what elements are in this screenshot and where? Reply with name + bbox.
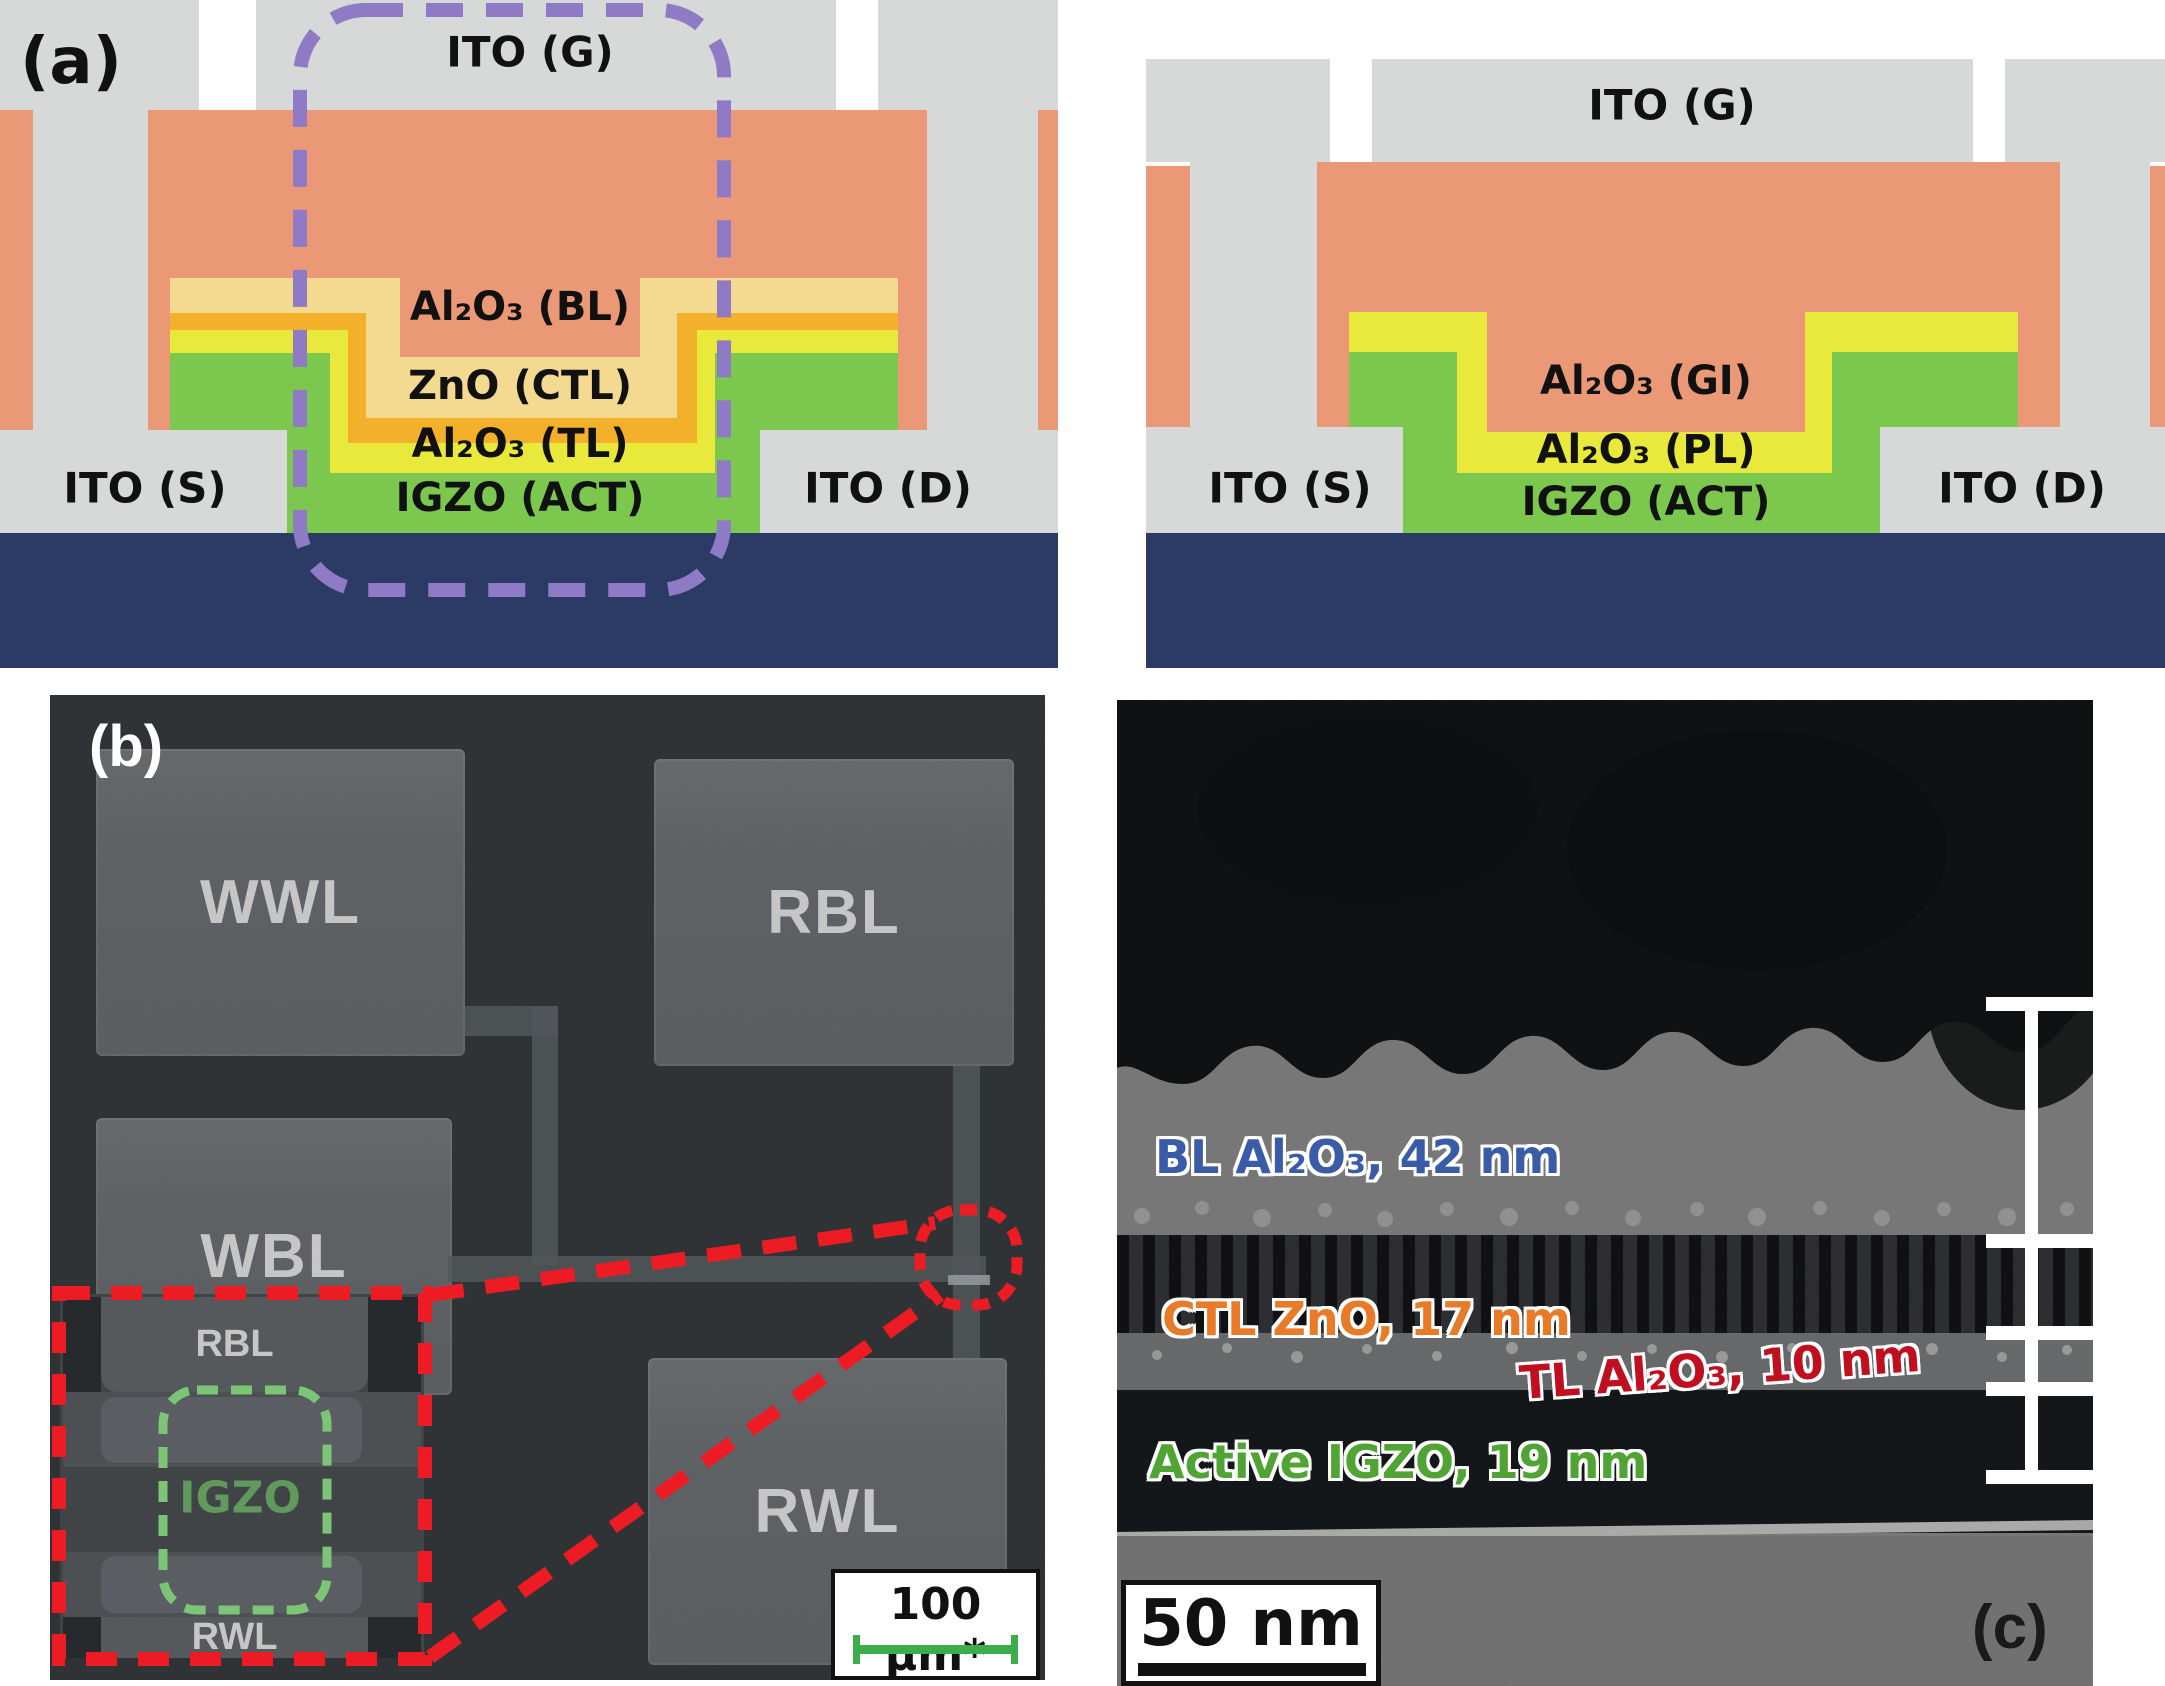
ito-drain-via [927,103,1038,430]
right-drain-label: ITO (D) [1938,463,2106,513]
ito-gate-block-right [878,0,1058,110]
right-act-label: IGZO (ACT) [1521,479,1771,525]
cell-location-outline [914,1204,1023,1311]
tem-bl-label: BL Al₂O₃, 42 nm [1155,1130,1561,1184]
ito-gate-block-right [2005,59,2165,162]
inset-outline [52,1286,432,1666]
igzo-outline [158,1385,332,1615]
ito-drain-plane [760,430,1058,533]
panel-a: (a) ITO (G) Al₂O₃ (BL) ZnO (CTL) Al₂O₃ (… [0,0,2165,695]
panel-b-label: (b) [89,714,164,779]
ito-source-plane [0,430,287,533]
right-pl-label: Al₂O₃ (PL) [1536,427,1756,473]
ito-source-via [1190,160,1317,427]
sem-grain [50,695,1045,1680]
left-tl-label: Al₂O₃ (TL) [411,421,629,467]
ito-drain-plane [1880,427,2165,533]
right-source-label: ITO (S) [1208,463,1372,513]
al2o3-gi-trench [1487,312,1805,432]
tem-scalebar-text: 50 nm [1139,1587,1363,1661]
left-act-label: IGZO (ACT) [395,475,645,521]
bracket-tick-igzo [1986,1470,2093,1484]
ito-source-plane [1146,427,1403,533]
annotation-overlay [52,1204,1023,1666]
ito-source-via [33,103,148,430]
sem-scalebar-bar [853,1645,1018,1654]
left-bl-label: Al₂O₃ (BL) [409,284,631,330]
bracket-tick-top [1986,997,2093,1011]
tem-igzo-label: Active IGZO, 19 nm [1149,1435,1648,1489]
panel-c: BL Al₂O₃, 42 nm CTL ZnO, 17 nm TL Al₂O₃,… [1117,700,2093,1686]
al2o3-left-sliver [0,110,33,430]
ito-gate-bar [1372,59,1973,162]
ito-gate-block-left [1146,59,1330,162]
left-source-label: ITO (S) [63,463,227,513]
al2o3-bl-trench [400,278,640,357]
left-ctl-label: ZnO (CTL) [407,363,633,409]
ito-gate-block-left [0,0,199,110]
left-gate-label: ITO (G) [446,27,614,77]
bracket-tick-tl [1986,1382,2093,1396]
panel-c-label: (c) [1972,1593,2048,1662]
tem-scalebar-bar [1138,1663,1366,1676]
memory-cell-outline [293,3,731,597]
ito-drain-via [2060,160,2150,427]
left-drain-label: ITO (D) [804,463,972,513]
panel-b: WWL RBL WBL RWL RBL RWL IGZ [50,695,1045,1681]
panel-a-label: (a) [20,25,122,99]
al2o3-left-sliver [1146,166,1190,427]
substrate [1146,533,2165,668]
al2o3-right-sliver [1038,110,1058,430]
sem-scalebar-tick-right [1011,1635,1018,1664]
bracket-tick-ctl [1986,1326,2093,1340]
tem-grain [1117,700,2093,1686]
tem-scalebar-box: 50 nm [1121,1580,1381,1686]
right-gi-label: Al₂O₃ (GI) [1540,358,1752,404]
right-gate-label: ITO (G) [1588,80,1756,130]
sem-scalebar-tick-left [853,1635,860,1664]
substrate [0,533,1058,668]
sem-scalebar-text: 100 μm* [884,1579,987,1681]
sem-scalebar-box: 100 μm* [831,1569,1040,1681]
bracket-tick-bl [1986,1234,2093,1248]
al2o3-right-sliver [2150,166,2165,427]
tem-ctl-label: CTL ZnO, 17 nm [1162,1292,1571,1346]
